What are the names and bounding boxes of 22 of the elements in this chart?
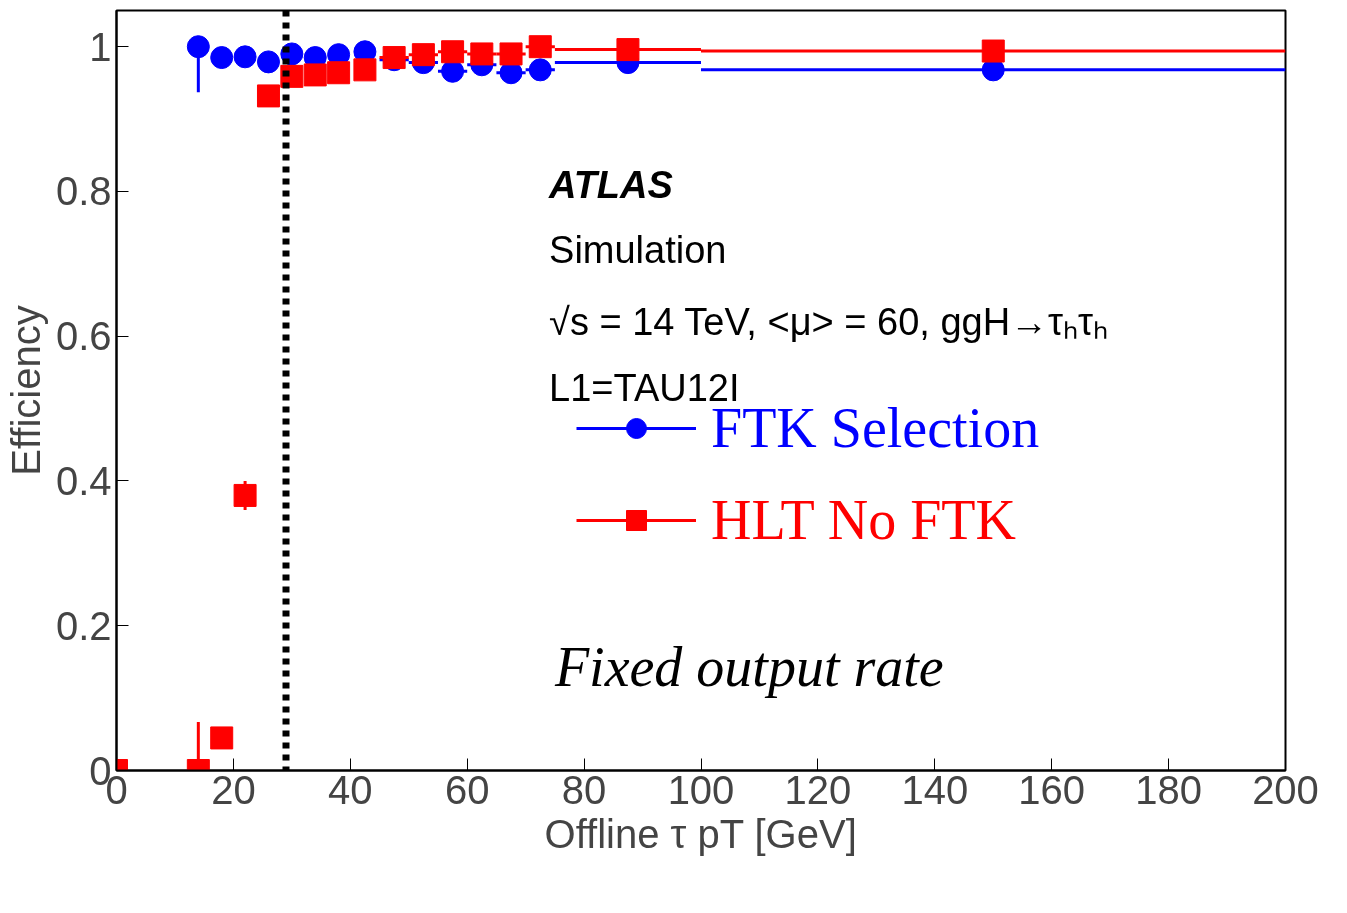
- x-tick-label: 180: [1135, 767, 1202, 812]
- y-tick-label: 1: [89, 24, 112, 69]
- annotation: Fixed output rate: [553, 636, 944, 699]
- x-tick-label: 200: [1252, 767, 1319, 812]
- annotation: √s = 14 TeV, <μ> = 60, ggH→τₕτₕ: [549, 301, 1109, 344]
- x-tick-label: 120: [784, 767, 852, 812]
- y-tick-label: 0.8: [55, 169, 112, 214]
- x-tick-label: 140: [901, 767, 969, 812]
- x-tick-label: 40: [328, 767, 373, 812]
- annotation: Simulation: [549, 229, 727, 272]
- y-tick-label: 0.4: [55, 458, 112, 503]
- x-axis-title: Offline τ pT [GeV]: [544, 811, 857, 856]
- y-tick-label: 0.2: [55, 603, 112, 648]
- x-tick-label: 80: [561, 767, 607, 812]
- y-axis-title: Efficiency: [3, 305, 48, 476]
- annotation: ATLAS: [548, 163, 673, 206]
- x-tick-label: 100: [667, 767, 735, 812]
- y-tick-label: 0.6: [55, 314, 112, 359]
- x-tick-label: 20: [211, 767, 256, 812]
- legend-label: HLT No FTK: [711, 488, 1016, 552]
- x-tick-label: 160: [1018, 767, 1086, 812]
- x-tick-label: 60: [444, 767, 490, 812]
